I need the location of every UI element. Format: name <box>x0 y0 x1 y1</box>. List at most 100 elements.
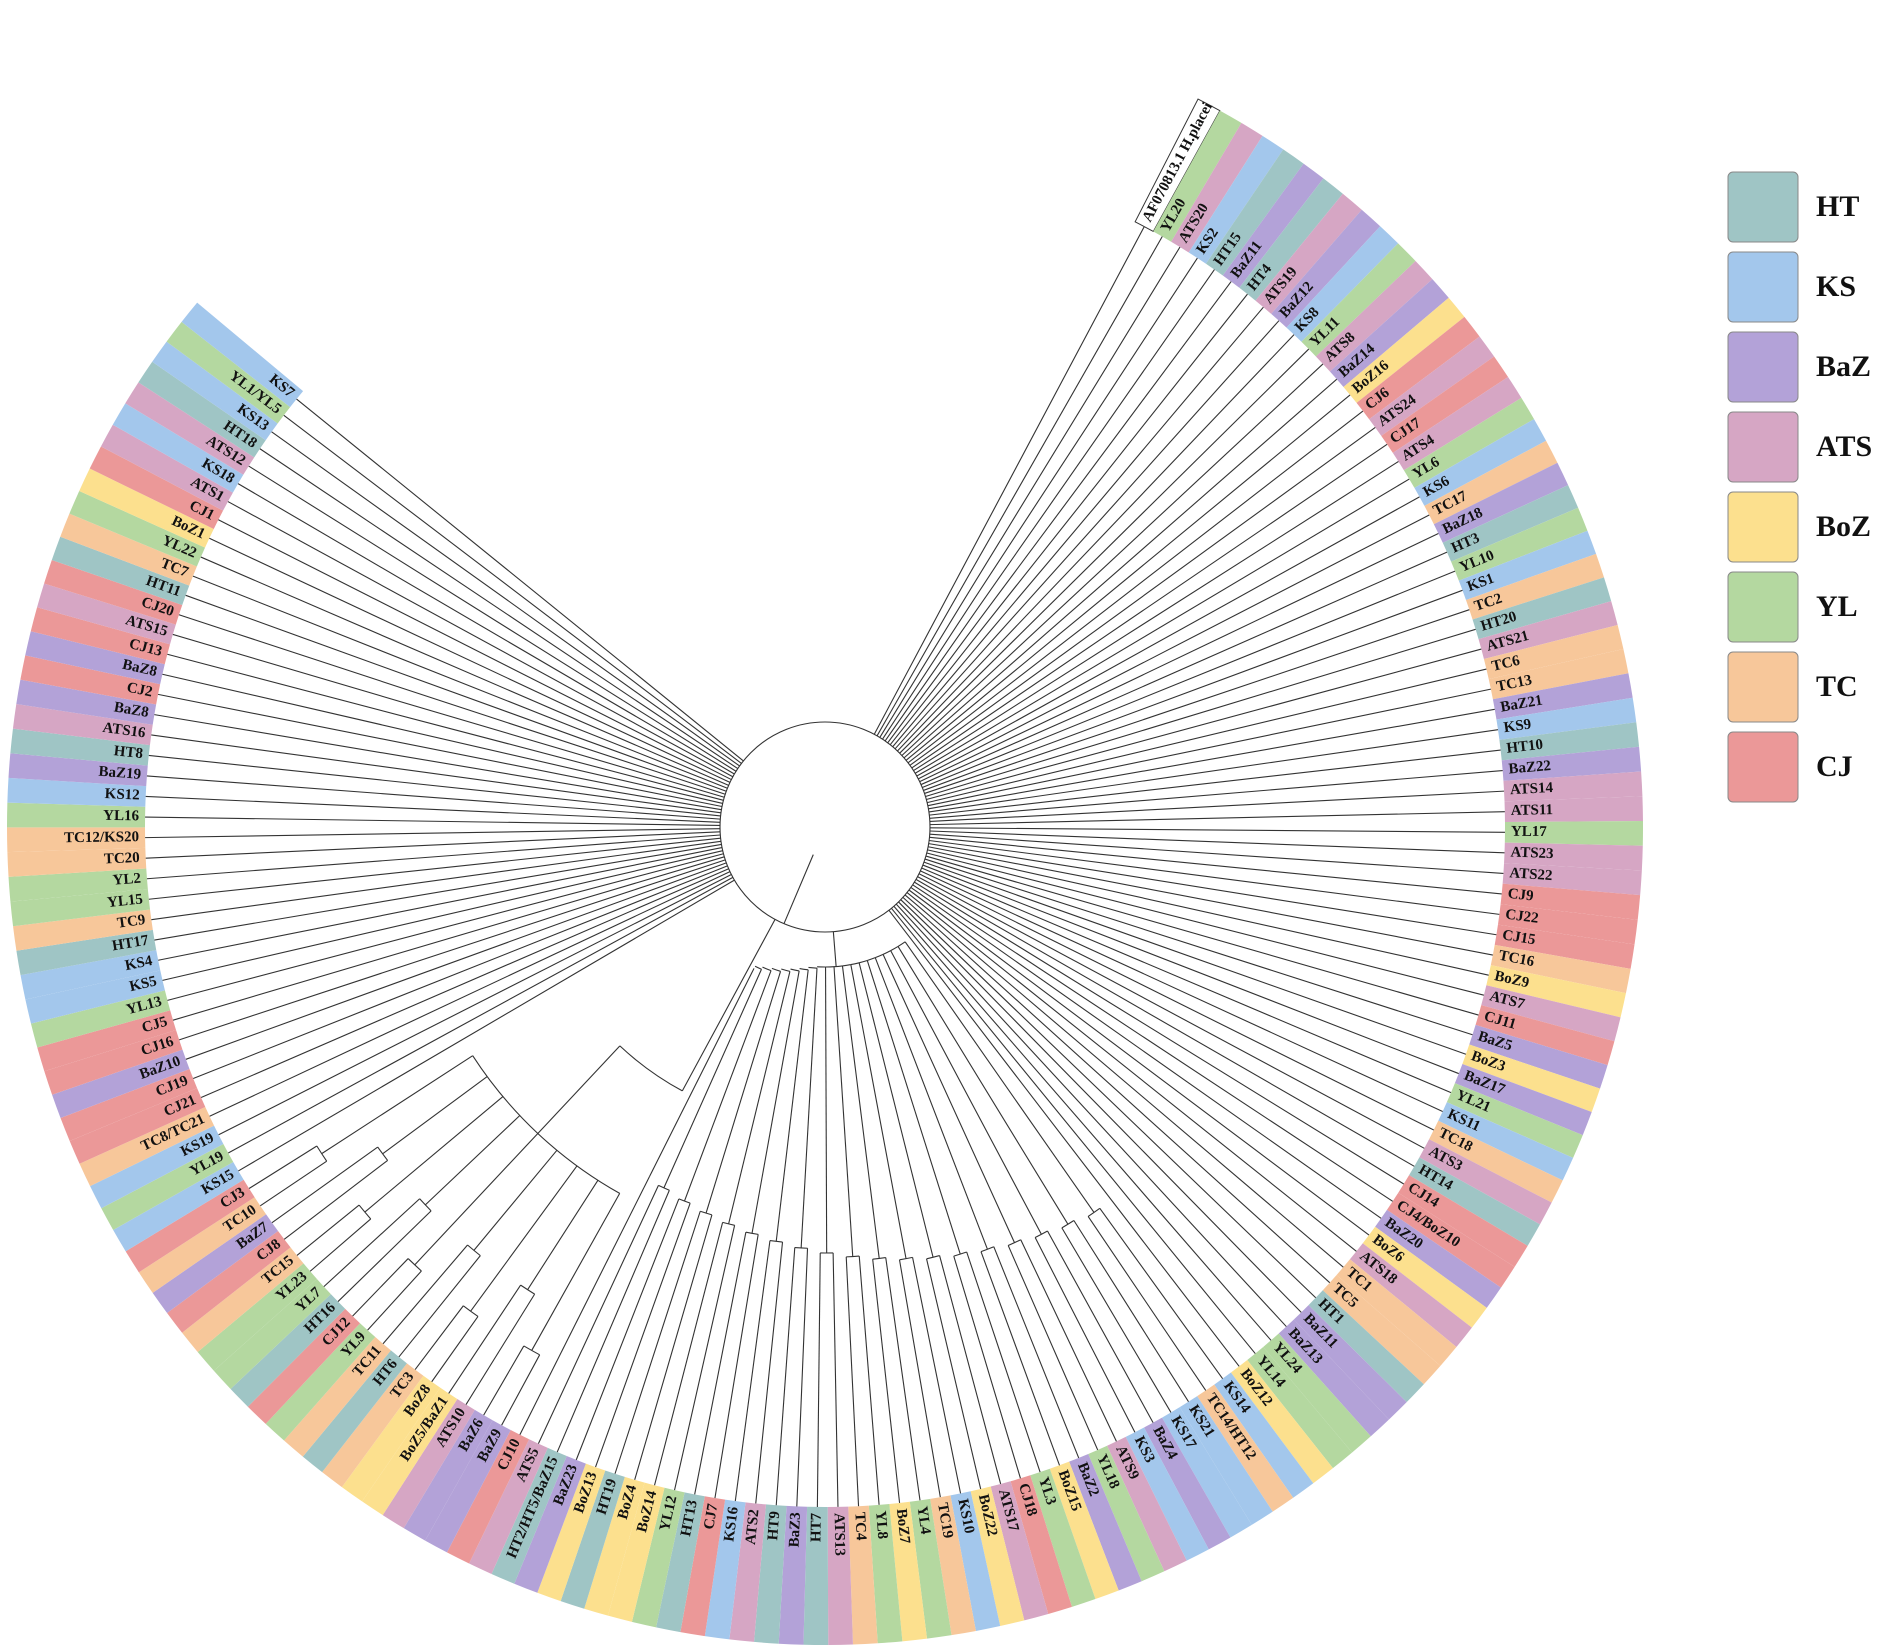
branch <box>575 1198 680 1461</box>
group-band <box>1255 193 1362 314</box>
group-band <box>848 1505 878 1645</box>
branch-arc <box>619 1045 683 1092</box>
group-band <box>230 1294 346 1407</box>
group-band <box>1481 985 1621 1042</box>
branch <box>918 873 1434 1131</box>
branch <box>296 1204 360 1256</box>
group-band <box>16 929 157 976</box>
branch-arc <box>754 965 762 970</box>
branch <box>193 865 728 1080</box>
leaf-label: BaZ8 <box>121 657 159 680</box>
leaf-label: ATS22 <box>1509 865 1553 884</box>
branch <box>922 570 1456 788</box>
leaf-label: BoZ7 <box>893 1508 913 1545</box>
group-band <box>90 1125 224 1209</box>
group-band <box>1088 1445 1165 1582</box>
branch <box>914 881 1405 1185</box>
branch <box>966 1251 1041 1473</box>
branch <box>398 1255 481 1358</box>
leaf-label: CJ15 <box>1501 927 1536 948</box>
branch-arc <box>882 950 891 955</box>
legend-label-ks: KS <box>1816 270 1856 303</box>
branch <box>901 363 1324 756</box>
branch <box>926 1258 982 1490</box>
group-band <box>889 1501 928 1642</box>
branch <box>146 834 721 880</box>
branch <box>283 1160 388 1240</box>
group-band <box>1179 1396 1273 1525</box>
branch <box>1007 1245 1099 1451</box>
group-band <box>1153 110 1242 242</box>
leaf-label: BaZ19 <box>98 764 142 783</box>
branch <box>980 1251 1061 1466</box>
leaf-label: BoZ9 <box>1493 968 1531 991</box>
branch <box>167 653 724 801</box>
group-band <box>1271 209 1381 328</box>
branch <box>162 850 723 981</box>
group-band <box>1503 771 1643 802</box>
group-band <box>1442 485 1579 562</box>
group-band <box>1419 1139 1552 1225</box>
group-band <box>138 1197 267 1293</box>
branch <box>923 589 1463 791</box>
group-band <box>425 1420 511 1553</box>
branch <box>167 853 724 1001</box>
branch <box>939 1255 1002 1485</box>
group-band <box>69 490 206 567</box>
leaf-label: HT9 <box>765 1511 783 1541</box>
branch-arc <box>980 1246 994 1253</box>
branch <box>993 1246 1080 1459</box>
branch-arc <box>722 1221 735 1226</box>
group-band <box>1492 673 1633 720</box>
leaf-label: ATS2 <box>743 1509 763 1546</box>
group-band <box>112 403 244 493</box>
leaf-label: KS10 <box>954 1498 977 1536</box>
branch <box>928 708 1495 810</box>
branch <box>926 648 1482 801</box>
branch <box>889 293 1248 746</box>
branch <box>775 1247 796 1506</box>
group-band <box>1500 883 1641 920</box>
group-band <box>166 321 291 424</box>
branch <box>185 594 727 792</box>
branch-arc <box>875 953 884 959</box>
group-band <box>125 382 255 475</box>
branch <box>595 1202 691 1468</box>
branch-arc <box>799 967 809 971</box>
branch <box>832 1252 839 1507</box>
group-band <box>537 1463 606 1602</box>
branch <box>382 1076 488 1155</box>
group-band <box>1197 1384 1294 1512</box>
group-band <box>1433 462 1569 543</box>
leaf-label: TC9 <box>116 912 146 932</box>
group-band <box>8 753 148 787</box>
branch <box>928 843 1497 936</box>
group-band <box>1504 820 1644 846</box>
branch <box>872 1259 901 1503</box>
group-band <box>1446 1083 1583 1158</box>
branch <box>800 968 818 1248</box>
group-band <box>1490 944 1631 994</box>
branch-arc <box>762 966 772 972</box>
group-band <box>182 1247 304 1352</box>
branch <box>928 846 1493 956</box>
branch <box>783 854 814 924</box>
group-band <box>60 513 197 586</box>
branch-arc <box>850 962 860 966</box>
leaf-label: ATS16 <box>102 720 147 742</box>
branch <box>158 847 723 961</box>
branch <box>309 1218 372 1272</box>
branch <box>200 868 729 1099</box>
group-band <box>778 1505 808 1645</box>
group-band <box>1429 1120 1563 1203</box>
branch <box>912 1257 962 1494</box>
group-band <box>30 607 170 665</box>
legend-label-boz: BoZ <box>1816 510 1871 543</box>
group-band <box>89 446 224 530</box>
branch <box>876 236 1163 737</box>
leaf-label: CJ22 <box>1504 907 1539 927</box>
group-band <box>1349 1243 1472 1348</box>
group-band <box>101 1143 234 1230</box>
group-band <box>1486 965 1626 1018</box>
branch-arc <box>808 966 818 969</box>
